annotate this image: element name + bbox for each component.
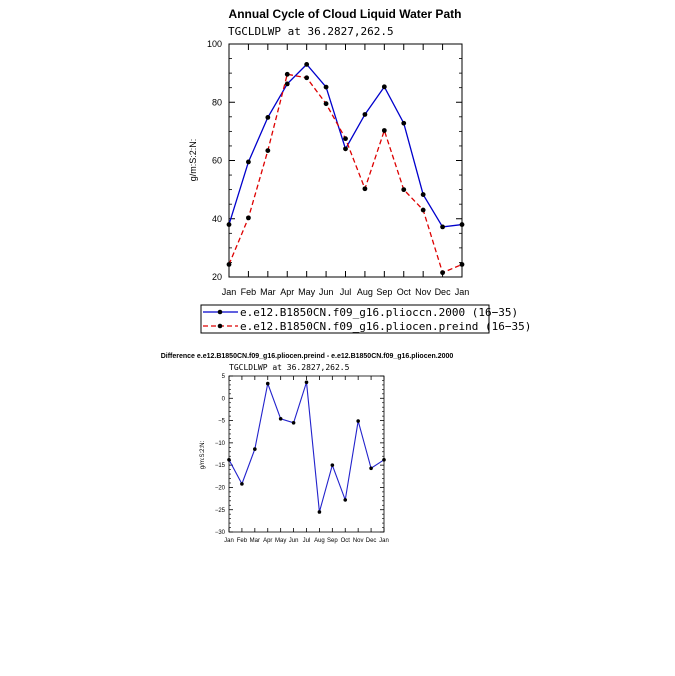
top-chart-series-1-point: [284, 71, 290, 77]
bottom-chart-ytick-label: 0: [222, 396, 226, 402]
top-chart-xtick-label: Feb: [241, 287, 257, 297]
bottom-chart-xtick-label: May: [275, 538, 286, 544]
legend-marker-2000: [217, 309, 223, 315]
bottom-chart-series-0-line: [228, 381, 385, 513]
bottom-chart-ytick-label: −25: [215, 508, 226, 514]
top-chart-series-0-point: [284, 81, 290, 87]
bottom-chart-series-0-point: [278, 416, 283, 421]
top-chart-xtick-label: Apr: [280, 287, 294, 297]
bottom-chart-series-0-point: [369, 466, 373, 471]
top-chart-xtick-label: Mar: [260, 287, 276, 297]
top-chart-series-0-point: [304, 61, 310, 67]
top-chart-title: Annual Cycle of Cloud Liquid Water Path: [229, 7, 462, 21]
legend-frame: [200, 304, 490, 334]
bottom-chart-plot: Jan Feb Mar Apr May Jun Jul Aug Sep Oct Nov Dec Jan−…: [215, 374, 389, 544]
top-chart-xtick-label: Jan: [455, 287, 470, 297]
bottom-chart-xtick-label: Sep: [327, 538, 338, 544]
bottom-chart-frame: [228, 375, 385, 533]
top-chart-series-1-point: [226, 262, 232, 267]
top-chart-ytick-label: 80: [212, 97, 222, 107]
top-chart-xtick-label: Dec: [435, 287, 452, 297]
bottom-chart-xtick-label: Dec: [366, 538, 377, 544]
top-chart-series-0-point: [362, 112, 368, 117]
top-chart-xtick-label: Jan: [222, 287, 237, 297]
top-chart-series-1-point: [440, 270, 445, 276]
bottom-chart-series-0-point: [330, 463, 335, 467]
top-chart-series-1-point: [362, 186, 368, 192]
top-chart-series-0-point: [246, 159, 251, 165]
top-chart-series-0-point: [420, 192, 426, 197]
top-chart-series-1-point: [381, 128, 387, 133]
top-chart-ylabel: g/m:S:2:N:: [188, 139, 198, 182]
bottom-chart-ytick-label: −5: [218, 419, 226, 425]
bottom-chart-ytick-label: −30: [215, 530, 226, 536]
top-chart-ytick-label: 20: [212, 272, 222, 282]
bottom-chart-subtitle: TGCLDLWP at 36.2827,262.5: [229, 363, 350, 372]
top-chart-series-1-point: [459, 262, 465, 267]
bottom-chart-title: Difference e.e12.B1850CN.f09_g16.pliocen…: [161, 353, 454, 360]
legend-label-preind: e.e12.B1850CN.f09_g16.pliocen.preind (16…: [240, 320, 531, 333]
bottom-chart-xtick-label: Apr: [263, 538, 272, 544]
top-chart-series-0-point: [226, 222, 232, 227]
bottom-chart-series-0-point: [240, 482, 244, 486]
bottom-chart-ytick-label: −20: [215, 486, 226, 492]
top-chart-ytick-label: 40: [212, 214, 222, 224]
bottom-chart-series-0-point: [304, 380, 309, 385]
top-chart-series-0-point: [323, 84, 329, 90]
top-chart-xtick-label: Sep: [376, 287, 392, 297]
top-chart-xtick-label: May: [298, 287, 316, 297]
bottom-chart-series-0-point: [356, 419, 360, 423]
top-chart-series-1-line: [228, 73, 463, 274]
bottom-chart-series-0-point: [317, 510, 322, 514]
top-chart-series-0-point: [440, 224, 445, 230]
top-chart-plot: Jan Feb Mar Apr May Jun Jul Aug Sep Oct Nov Dec Jan2…: [207, 39, 469, 297]
bottom-chart-xtick-label: Nov: [353, 538, 364, 544]
bottom-chart-xtick-label: Jul: [303, 538, 311, 544]
top-chart-series-0-line: [228, 63, 463, 228]
bottom-chart-series-0-point: [227, 457, 231, 462]
bottom-chart-xtick-label: Jan: [379, 538, 389, 544]
top-chart-xtick-label: Jul: [340, 287, 352, 297]
bottom-chart-xtick-label: Jan: [224, 538, 234, 544]
bottom-chart-xtick-label: Feb: [237, 538, 248, 544]
bottom-chart-series-0-point: [291, 421, 296, 425]
top-chart-series-0-point: [265, 114, 271, 120]
top-chart-series-0-point: [459, 222, 465, 227]
bottom-chart-series-0-point: [382, 457, 386, 462]
top-chart-xtick-label: Nov: [415, 287, 432, 297]
top-chart-ytick-label: 100: [207, 39, 222, 49]
top-chart-series-1-point: [304, 75, 310, 81]
bottom-chart-ytick-label: −15: [215, 463, 226, 469]
bottom-chart-xtick-label: Oct: [341, 538, 351, 544]
top-chart-series-1-point: [246, 215, 251, 221]
top-chart-series-0-point: [401, 120, 407, 126]
top-chart-subtitle: TGCLDLWP at 36.2827,262.5: [228, 25, 394, 38]
top-chart-series-1-point: [401, 187, 407, 193]
top-chart-series-0-point: [381, 84, 387, 90]
top-chart-xtick-label: Oct: [397, 287, 412, 297]
top-chart-xtick-label: Jun: [319, 287, 334, 297]
top-chart-series-0-point: [343, 146, 348, 152]
bottom-chart-series-0-point: [265, 381, 270, 386]
top-chart-series-1-point: [265, 148, 271, 153]
bottom-chart-ytick-label: −10: [215, 441, 226, 447]
top-chart-xtick-label: Aug: [357, 287, 373, 297]
bottom-chart-ytick-label: 5: [222, 374, 226, 380]
bottom-chart-series-0-point: [253, 447, 257, 451]
top-chart-series-1-point: [420, 207, 426, 213]
top-chart-series-1-point: [323, 101, 329, 107]
bottom-chart-xtick-label: Aug: [314, 538, 325, 544]
bottom-chart-xtick-label: Jun: [289, 538, 299, 544]
bottom-chart-xtick-label: Mar: [250, 538, 260, 544]
top-chart-series-1-point: [343, 136, 348, 142]
top-chart-frame: [228, 43, 463, 278]
legend-label-2000: e.e12.B1850CN.f09_g16.plioccn.2000 (16−3…: [240, 306, 518, 319]
top-chart-ytick-label: 60: [212, 156, 222, 166]
bottom-chart-series-0-point: [343, 498, 348, 502]
top-chart-legend: e.e12.B1850CN.f09_g16.plioccn.2000 (16−3…: [200, 304, 531, 334]
bottom-chart-ylabel: g/m:S:2:N:: [200, 440, 206, 469]
legend-marker-preind: [217, 323, 223, 329]
